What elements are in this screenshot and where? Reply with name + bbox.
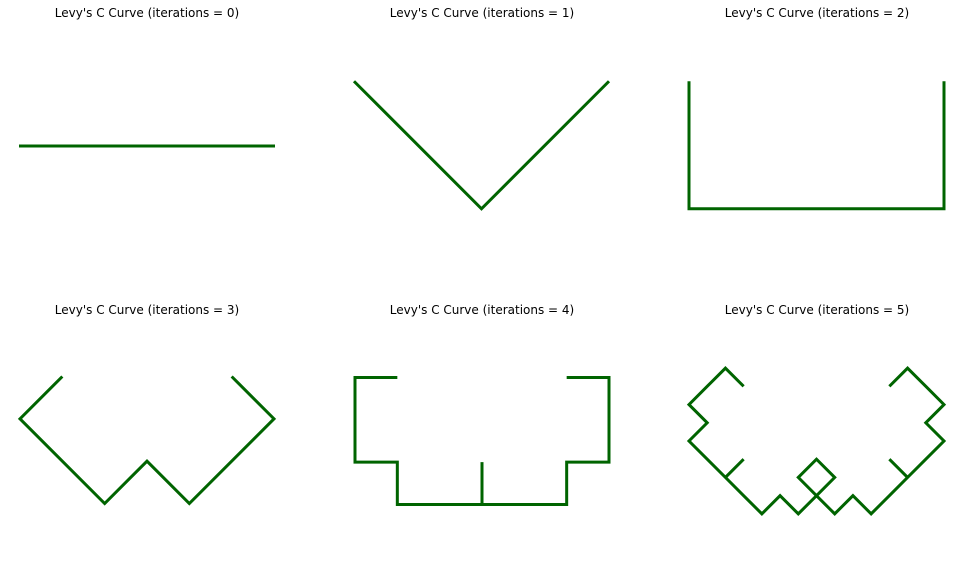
panel-iterations-1: Levy's C Curve (iterations = 1) bbox=[352, 6, 611, 286]
panel-title: Levy's C Curve (iterations = 1) bbox=[389, 6, 575, 20]
curve-plot bbox=[353, 376, 611, 506]
curve-plot bbox=[19, 144, 275, 148]
panel-iterations-3: Levy's C Curve (iterations = 3) bbox=[17, 303, 277, 568]
curve-plot bbox=[686, 366, 947, 516]
curve-plot bbox=[352, 80, 611, 211]
levy-curve-line bbox=[687, 81, 946, 211]
panel-iterations-4: Levy's C Curve (iterations = 4) bbox=[353, 303, 611, 568]
levy-curve-line bbox=[17, 375, 277, 506]
panel-iterations-2: Levy's C Curve (iterations = 2) bbox=[687, 6, 946, 286]
panel-title: Levy's C Curve (iterations = 4) bbox=[389, 303, 575, 317]
panel-iterations-0: Levy's C Curve (iterations = 0) bbox=[18, 6, 276, 286]
curve-plot bbox=[17, 375, 277, 506]
curve-plot bbox=[687, 81, 946, 211]
levy-curve-line bbox=[686, 366, 947, 516]
panel-title: Levy's C Curve (iterations = 0) bbox=[54, 6, 240, 20]
panel-title: Levy's C Curve (iterations = 3) bbox=[54, 303, 240, 317]
levy-curve-line bbox=[352, 80, 611, 211]
panel-iterations-5: Levy's C Curve (iterations = 5) bbox=[686, 303, 947, 568]
panel-title: Levy's C Curve (iterations = 2) bbox=[724, 6, 910, 20]
levy-curve-line bbox=[353, 376, 611, 506]
panel-title: Levy's C Curve (iterations = 5) bbox=[724, 303, 910, 317]
